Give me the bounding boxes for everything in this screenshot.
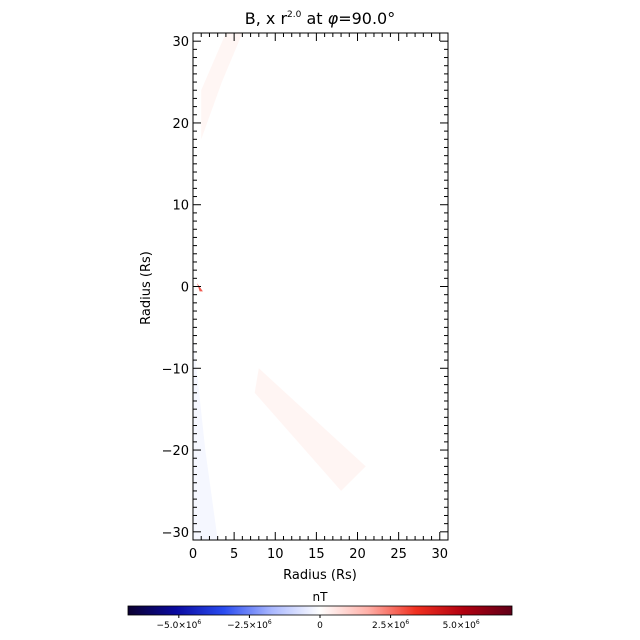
title-suffix: =90.0° <box>338 9 395 28</box>
x-tick-label: 20 <box>349 547 366 562</box>
title-middle: at <box>301 9 327 28</box>
y-tick-label: 0 <box>181 281 189 296</box>
x-tick-label: 0 <box>189 547 197 562</box>
y-tick-label: 10 <box>172 199 189 214</box>
y-tick-label: 20 <box>172 117 189 132</box>
y-tick-label: −20 <box>162 444 189 459</box>
x-tick-label: 10 <box>267 547 284 562</box>
field-regions <box>193 33 366 540</box>
field-region-negative <box>193 335 218 540</box>
colorbar-ticks: −5.0×106 −2.5×106 0 2.5×106 5.0×106 <box>156 615 480 631</box>
title-phi: φ <box>328 9 339 28</box>
colorbar-tick-label: −2.5×106 <box>227 619 272 631</box>
colorbar-tick-label: −5.0×106 <box>156 619 201 631</box>
colorbar-tick-label: 5.0×106 <box>443 619 480 631</box>
colorbar-tick-label: 2.5×106 <box>372 619 409 631</box>
y-tick-label: −30 <box>162 526 189 541</box>
colorbar <box>127 605 513 616</box>
x-axis-label: Radius (Rs) <box>283 568 357 583</box>
title-exponent: 2.0 <box>287 10 302 20</box>
x-tick-label: 5 <box>230 547 238 562</box>
colorbar-tick-label: 0 <box>317 621 323 631</box>
y-axis-label: Radius (Rs) <box>139 251 154 325</box>
colorbar-label: nT <box>313 590 329 604</box>
chart-title: B, x r2.0 at φ=90.0° <box>245 9 395 28</box>
x-tick-label: 30 <box>432 547 449 562</box>
x-axis-ticks: 0 5 10 15 20 25 30 <box>189 33 449 562</box>
y-tick-label: −10 <box>162 362 189 377</box>
y-axis-ticks: −30 −20 −10 0 10 20 30 <box>162 32 448 541</box>
x-tick-label: 15 <box>308 547 325 562</box>
title-prefix: B, x r <box>245 9 288 28</box>
field-region-positive <box>254 368 366 491</box>
field-region-positive <box>201 33 243 140</box>
field-region-positive <box>197 283 203 292</box>
y-tick-label: 30 <box>172 35 189 50</box>
x-tick-label: 25 <box>390 547 407 562</box>
